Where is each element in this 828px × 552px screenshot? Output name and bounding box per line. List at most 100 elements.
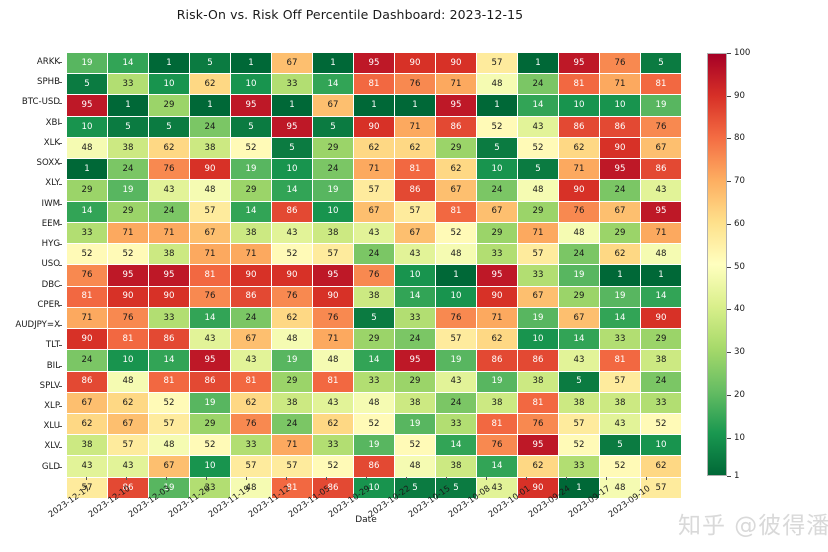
heatmap-cell: 71 (558, 158, 600, 181)
heatmap-cell: 38 (148, 243, 190, 266)
y-axis-tick-label: BTC-USD (21, 97, 60, 108)
heatmap-cell: 86 (189, 370, 231, 393)
heatmap-cell: 62 (517, 455, 559, 478)
heatmap-cell: 76 (271, 285, 313, 308)
heatmap-cell: 52 (476, 115, 518, 138)
heatmap-cell: 38 (271, 391, 313, 414)
heatmap-cell: 67 (312, 94, 354, 117)
heatmap-cell: 81 (271, 476, 313, 499)
heatmap-cell: 95 (148, 264, 190, 287)
heatmap-cell: 48 (599, 476, 641, 499)
heatmap-cell: 71 (66, 306, 108, 330)
heatmap-cell: 38 (599, 391, 641, 414)
heatmap-cell: 24 (66, 349, 108, 372)
heatmap-cell: 29 (435, 136, 477, 160)
heatmap-cell: 81 (189, 264, 231, 287)
heatmap-cell: 24 (353, 243, 395, 266)
heatmap-cell: 76 (230, 412, 272, 436)
heatmap-cell: 81 (312, 370, 354, 393)
heatmap-cell: 19 (107, 179, 149, 202)
y-axis-tick-mark (59, 406, 62, 408)
heatmap-cell: 29 (271, 370, 313, 393)
heatmap-cell: 1 (353, 94, 395, 117)
heatmap-cell: 62 (394, 136, 436, 160)
heatmap-cell: 29 (230, 179, 272, 202)
heatmap-cell: 24 (599, 179, 641, 202)
heatmap-cell: 1 (148, 51, 190, 75)
heatmap-cell: 38 (558, 391, 600, 414)
heatmap-cell: 67 (271, 51, 313, 75)
heatmap-cell: 19 (394, 412, 436, 436)
x-axis-tick-mark (526, 477, 527, 480)
heatmap-cell: 19 (312, 179, 354, 202)
heatmap-cell: 10 (148, 73, 190, 96)
heatmap-cell: 43 (394, 243, 436, 266)
heatmap-cell: 67 (66, 391, 108, 414)
heatmap-cell: 24 (107, 158, 149, 181)
y-axis-tick-mark (59, 304, 62, 306)
heatmap-cell: 90 (312, 285, 354, 308)
heatmap-cell: 5 (107, 115, 149, 138)
colorbar-tick-mark (727, 394, 731, 396)
heatmap-cell: 19 (435, 349, 477, 372)
heatmap-cell: 33 (107, 73, 149, 96)
colorbar-tick-label: 70 (734, 176, 745, 187)
y-axis-tick-label: XBI (45, 117, 60, 128)
y-axis-tick-label: HYG (41, 239, 60, 250)
heatmap-row: 1 24 76 90 19 10 24 71 81 62 10 5 71 95 86 (66, 158, 682, 181)
heatmap-cell: 5 (640, 51, 682, 75)
y-axis-tick-label: CPER (37, 299, 60, 310)
heatmap-cell: 14 (640, 285, 682, 308)
heatmap-cell: 67 (640, 136, 682, 160)
heatmap-row: 48 38 62 38 52 5 29 62 62 29 5 52 62 90 67 (66, 136, 682, 160)
heatmap-cell: 38 (230, 221, 272, 245)
y-axis-tick-label: XLY (45, 178, 60, 189)
heatmap-cell: 29 (66, 179, 108, 202)
heatmap-cell: 1 (599, 264, 641, 287)
heatmap-cell: 19 (148, 476, 190, 499)
heatmap-cell: 29 (558, 285, 600, 308)
heatmap-cell: 38 (312, 221, 354, 245)
heatmap-cell: 62 (66, 412, 108, 436)
heatmap-cell: 62 (476, 328, 518, 351)
heatmap-cell: 62 (312, 412, 354, 436)
y-axis-tick-mark (59, 244, 62, 246)
y-axis-labels: ARKK SPHB BTC-USD XBI XLK SOXX XLY IWM EEM HYG USO… (0, 52, 62, 477)
heatmap-cell: 33 (189, 476, 231, 499)
heatmap-row: 81 90 90 76 86 76 90 38 14 10 90 67 29 19 14 (66, 285, 682, 308)
heatmap-cell: 14 (230, 200, 272, 223)
heatmap-cell: 76 (66, 264, 108, 287)
heatmap-cell: 14 (312, 73, 354, 96)
heatmap-cell: 52 (435, 221, 477, 245)
heatmap-cell: 52 (148, 391, 190, 414)
heatmap-cell: 81 (230, 370, 272, 393)
heatmap-cell: 1 (189, 94, 231, 117)
heatmap-cell: 90 (517, 476, 559, 499)
heatmap-cell: 76 (312, 306, 354, 330)
x-axis-tick-mark (326, 477, 327, 480)
y-axis-tick-label: SPHB (37, 77, 60, 88)
heatmap-cell: 48 (558, 221, 600, 245)
heatmap-row: 76 95 95 81 90 90 95 76 10 1 95 33 19 1 1 (66, 264, 682, 287)
heatmap-cell: 29 (640, 328, 682, 351)
heatmap-cell: 24 (148, 200, 190, 223)
heatmap-cell: 14 (476, 455, 518, 478)
y-axis-tick-label: USO (41, 259, 60, 270)
heatmap-cell: 81 (435, 200, 477, 223)
y-axis-tick-mark (59, 143, 62, 145)
heatmap-cell: 10 (558, 94, 600, 117)
heatmap-cell: 57 (312, 243, 354, 266)
heatmap-cell: 5 (435, 476, 477, 499)
colorbar-tick-mark (727, 138, 731, 140)
heatmap-cell: 81 (148, 370, 190, 393)
heatmap-cell: 24 (230, 306, 272, 330)
colorbar-tick-mark (727, 476, 731, 477)
colorbar-tick-label: 20 (734, 389, 745, 400)
y-axis-tick-label: XLK (43, 137, 60, 148)
heatmap-row: 67 62 52 19 62 38 43 48 38 24 38 81 38 38 33 (66, 391, 682, 414)
heatmap-cell: 95 (394, 349, 436, 372)
heatmap-cell: 33 (230, 434, 272, 457)
heatmap-cell: 76 (517, 412, 559, 436)
heatmap-cell: 76 (558, 200, 600, 223)
